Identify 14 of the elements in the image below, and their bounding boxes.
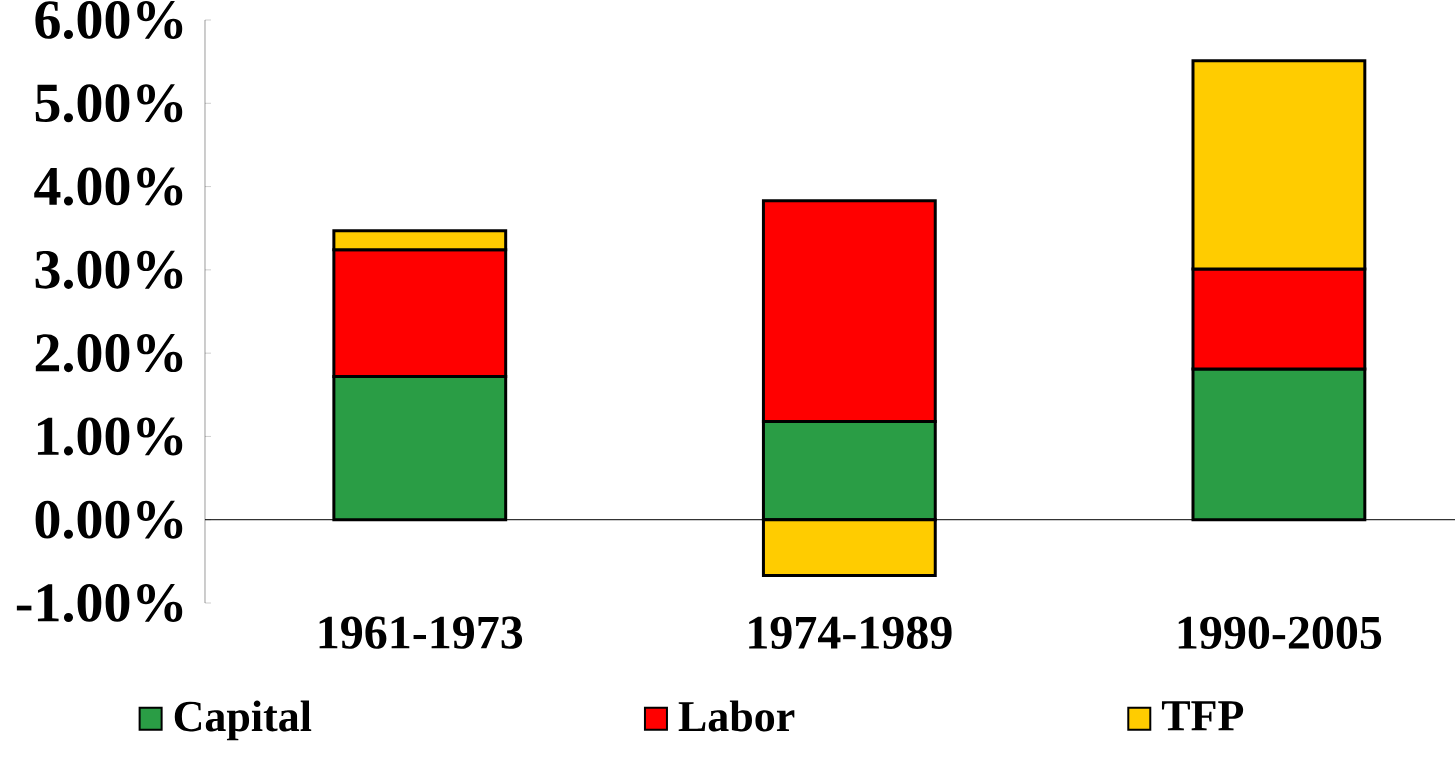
- x-tick-label: 1974-1989: [749, 616, 952, 649]
- y-tick-label: 6.00%: [35, 0, 183, 40]
- legend-label: Labor: [678, 700, 795, 732]
- y-tick-label: 1.00%: [37, 417, 183, 456]
- legend-label: TFP: [1161, 701, 1244, 731]
- y-tick-label: 5.00%: [35, 84, 183, 123]
- y-tick-label: 0.00%: [35, 500, 183, 539]
- y-tick-label: 2.00%: [35, 334, 183, 373]
- x-tick-label: 1990-2005: [1178, 616, 1382, 649]
- y-tick-label: -1.00%: [16, 583, 183, 623]
- y-tick-label: 4.00%: [34, 167, 183, 206]
- legend-label: Capital: [174, 700, 312, 741]
- y-tick-label: 3.00%: [35, 250, 183, 289]
- x-tick-label: 1961-1973: [319, 616, 523, 649]
